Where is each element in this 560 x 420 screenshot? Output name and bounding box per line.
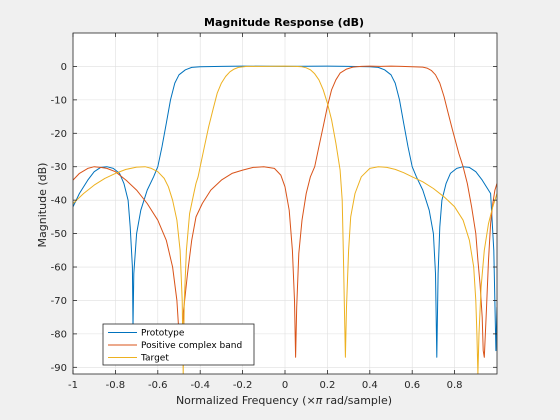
x-axis-title-part1: Normalized Frequency ( xyxy=(176,394,307,407)
legend: Prototype Positive complex band Target xyxy=(102,323,255,366)
x-tick-label: 0.4 xyxy=(362,380,378,391)
ticks: -1 -0.8 -0.6 -0.4 -0.2 0 0.2 0.4 0.6 0.8 0 -10 -20 -3… xyxy=(51,33,497,391)
y-tick-label: -90 xyxy=(51,363,67,374)
chart-title: Magnitude Response (dB) xyxy=(204,16,364,29)
x-tick-label: 0.8 xyxy=(447,380,463,391)
y-tick-label: -20 xyxy=(51,129,67,140)
y-tick-label: -70 xyxy=(51,296,67,307)
legend-label: Target xyxy=(140,354,169,364)
x-axis-title-symbol: ×π xyxy=(306,394,322,407)
y-tick-label: 0 xyxy=(61,62,67,73)
x-tick-label: -1 xyxy=(68,380,78,391)
y-tick-label: -10 xyxy=(51,95,67,106)
y-axis-title: Magnitude (dB) xyxy=(36,163,49,248)
y-tick-label: -60 xyxy=(51,263,67,274)
x-tick-label: 0 xyxy=(282,380,288,391)
y-tick-label: -30 xyxy=(51,162,67,173)
series-line-1 xyxy=(73,65,497,358)
y-tick-label: -40 xyxy=(51,196,67,207)
legend-label: Positive complex band xyxy=(141,341,242,351)
x-tick-label: -0.8 xyxy=(106,380,126,391)
series-line-2 xyxy=(73,65,497,362)
grid xyxy=(72,33,497,374)
series-layer xyxy=(73,65,497,374)
x-axis-title-part2: rad/sample) xyxy=(322,394,392,407)
x-axis-title: Normalized Frequency (×π rad/sample) xyxy=(176,394,392,407)
x-tick-label: 0.2 xyxy=(319,380,335,391)
legend-label: Prototype xyxy=(141,329,185,339)
x-tick-label: -0.2 xyxy=(233,380,253,391)
series-line-3 xyxy=(73,65,497,374)
y-tick-label: -50 xyxy=(51,229,67,240)
x-tick-label: 0.6 xyxy=(404,380,420,391)
x-tick-label: -0.4 xyxy=(190,380,210,391)
y-tick-label: -80 xyxy=(51,329,67,340)
x-tick-label: -0.6 xyxy=(148,380,168,391)
